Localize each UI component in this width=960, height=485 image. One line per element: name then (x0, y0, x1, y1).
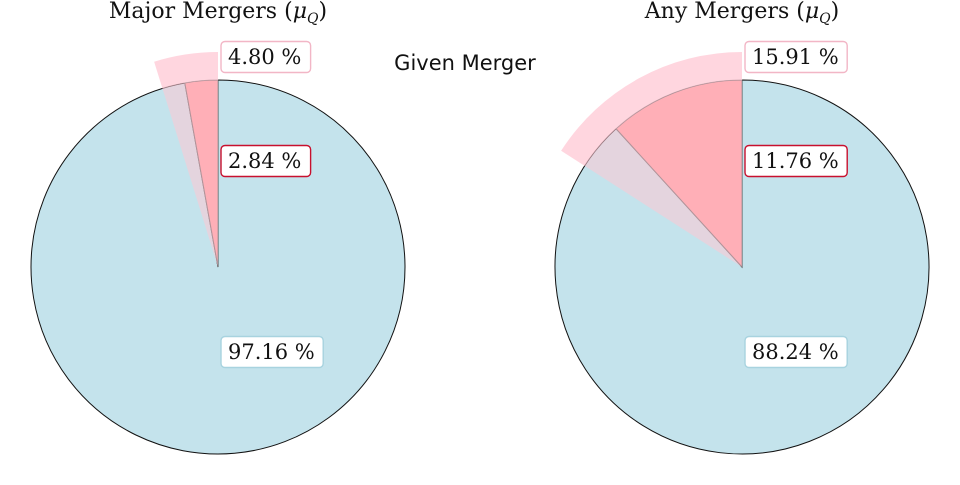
label-merger: 11.76 % (752, 149, 839, 173)
label-quiescent-box (220, 335, 324, 369)
slice-given-merger (162, 80, 218, 267)
label-merger: 2.84 % (228, 149, 301, 173)
label-quiescent-box (744, 335, 848, 369)
label-quiescent: 97.16 % (228, 340, 315, 364)
label-given-merger-box (220, 40, 312, 74)
chart-title: Any Mergers (μQ) (644, 0, 839, 27)
pie-chart-2: Any Mergers (μQ) 15.91 % 11.76 % 88.24 % (554, 0, 930, 455)
center-label: Given Merger (394, 51, 536, 75)
ring-given-merger (154, 52, 218, 89)
pie-chart-1: Major Mergers (μQ) 4.80 % 2.84 % 97.16 % (30, 0, 406, 455)
slice-given-merger (584, 80, 742, 267)
label-merger-box (220, 144, 312, 178)
label-given-merger: 4.80 % (228, 45, 301, 69)
label-given-merger: 15.91 % (752, 45, 839, 69)
chart-title: Major Mergers (μQ) (109, 0, 327, 27)
ring-given-merger (561, 52, 742, 166)
label-quiescent: 88.24 % (752, 340, 839, 364)
label-merger-box (744, 144, 848, 178)
label-given-merger-box (744, 40, 848, 74)
